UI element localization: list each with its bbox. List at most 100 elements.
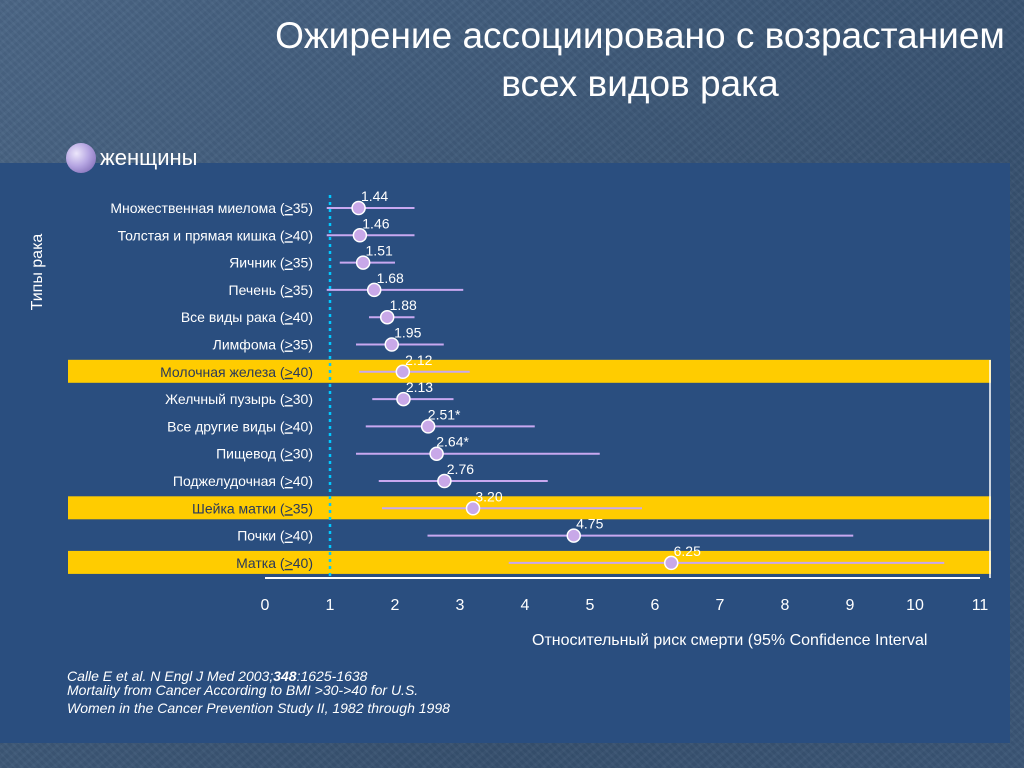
value-label: 1.95: [394, 325, 421, 341]
x-tick-label: 2: [391, 597, 400, 614]
bmi-threshold: 40): [293, 418, 313, 434]
title-line-1: Ожирение ассоциировано с возрастанием: [275, 15, 1005, 56]
x-tick-label: 9: [846, 597, 855, 614]
gte-sign: >: [285, 282, 293, 298]
row-label: Молочная железа (>40): [160, 364, 313, 380]
bmi-threshold: 40): [293, 364, 313, 380]
x-tick-label: 11: [972, 597, 989, 614]
value-label: 2.12: [405, 352, 432, 368]
gte-sign: >: [285, 255, 293, 271]
value-label: 3.20: [475, 488, 502, 504]
cancer-type-name: Печень (: [229, 282, 285, 298]
citation-line-1: Calle E et al. N Engl J Med 2003;348:162…: [67, 668, 367, 684]
row-label: Яичник (>35): [229, 255, 313, 271]
estimate-point: [351, 200, 366, 216]
value-label: 1.46: [362, 215, 389, 231]
estimate-point: [352, 228, 368, 243]
gte-sign: >: [285, 227, 293, 243]
cancer-type-name: Лимфома (: [213, 337, 285, 353]
bmi-threshold: 30): [293, 391, 313, 407]
cancer-type-name: Желчный пузырь (: [165, 391, 285, 407]
gte-sign: >: [285, 500, 293, 516]
x-tick-label: 3: [456, 597, 465, 614]
bmi-threshold: 40): [293, 309, 313, 325]
gte-sign: >: [285, 309, 293, 325]
value-label: 2.13: [406, 379, 433, 395]
gte-sign: >: [285, 364, 293, 380]
x-tick-label: 4: [521, 597, 530, 614]
bmi-threshold: 30): [293, 446, 313, 462]
cancer-type-name: Поджелудочная (: [173, 473, 285, 489]
estimate-point: [429, 446, 444, 461]
estimate-point: [395, 364, 411, 380]
bmi-threshold: 35): [293, 200, 313, 216]
x-tick-label: 1: [326, 597, 335, 614]
row-label: Шейка матки (>35): [192, 500, 313, 516]
citation-volume: 348: [273, 668, 297, 684]
gte-sign: >: [285, 391, 293, 407]
slide-title: Ожирение ассоциировано с возрастанием вс…: [230, 12, 1024, 108]
gte-sign: >: [285, 200, 293, 216]
bmi-threshold: 35): [293, 500, 313, 516]
title-line-2: всех видов рака: [501, 63, 779, 104]
gte-sign: >: [285, 337, 293, 353]
estimate-point: [420, 419, 436, 434]
cancer-type-name: Шейка матки (: [192, 500, 285, 516]
x-tick-label: 0: [261, 597, 270, 614]
row-label: Печень (>35): [229, 282, 313, 298]
estimate-point: [384, 337, 399, 352]
cancer-type-name: Яичник (: [229, 255, 285, 271]
citation-authors: Calle E et al. N Engl J Med 2003;: [67, 668, 274, 684]
x-tick-label: 6: [651, 597, 660, 614]
cancer-type-name: Множественная миелома (: [110, 200, 285, 216]
highlight-band: [68, 359, 991, 383]
estimate-point: [379, 309, 395, 325]
x-tick-label: 8: [781, 597, 790, 614]
estimate-point: [396, 391, 411, 407]
value-label: 2.76: [447, 461, 474, 477]
citation-pages: :1625-1638: [296, 668, 368, 684]
x-tick-label: 7: [716, 597, 725, 614]
cancer-type-name: Все виды рака (: [181, 309, 285, 325]
cancer-type-name: Все другие виды (: [167, 418, 285, 434]
value-label: 2.51*: [428, 406, 461, 422]
row-label: Толстая и прямая кишка (>40): [118, 227, 313, 243]
value-label: 1.88: [390, 297, 417, 313]
bmi-threshold: 35): [293, 337, 313, 353]
cancer-type-name: Матка (: [236, 555, 285, 571]
value-label: 6.25: [674, 543, 701, 559]
bmi-threshold: 35): [293, 282, 313, 298]
row-label: Почки (>40): [237, 528, 313, 544]
gte-sign: >: [285, 446, 293, 462]
bmi-threshold: 40): [293, 555, 313, 571]
value-label: 1.44: [361, 188, 388, 204]
cancer-type-name: Пищевод (: [216, 446, 285, 462]
value-label: 2.64*: [436, 434, 469, 450]
value-label: 1.68: [377, 270, 404, 286]
gte-sign: >: [285, 555, 293, 571]
row-label: Поджелудочная (>40): [173, 473, 313, 489]
bmi-threshold: 40): [293, 528, 313, 544]
gte-sign: >: [285, 473, 293, 489]
gte-sign: >: [285, 528, 293, 544]
citation-line-2: Mortality from Cancer According to BMI >…: [67, 682, 419, 698]
bmi-threshold: 35): [293, 255, 313, 271]
row-label: Все другие виды (>40): [167, 418, 313, 434]
gte-sign: >: [285, 418, 293, 434]
estimate-point: [465, 501, 481, 516]
cancer-type-name: Почки (: [237, 528, 285, 544]
estimate-point: [355, 255, 371, 270]
estimate-point: [566, 528, 581, 543]
x-tick-label: 10: [906, 597, 924, 614]
bmi-threshold: 40): [293, 227, 313, 243]
bmi-threshold: 40): [293, 473, 313, 489]
cancer-type-name: Молочная железа (: [160, 364, 285, 380]
x-axis-label: Относительный риск смерти (95% Confidenc…: [532, 632, 927, 649]
row-label: Лимфома (>35): [213, 337, 313, 353]
value-label: 4.75: [576, 516, 603, 532]
value-label: 1.51: [366, 243, 393, 259]
bullet-circle-icon: [66, 143, 96, 173]
x-tick-label: 5: [586, 597, 595, 614]
row-label: Матка (>40): [236, 555, 313, 571]
